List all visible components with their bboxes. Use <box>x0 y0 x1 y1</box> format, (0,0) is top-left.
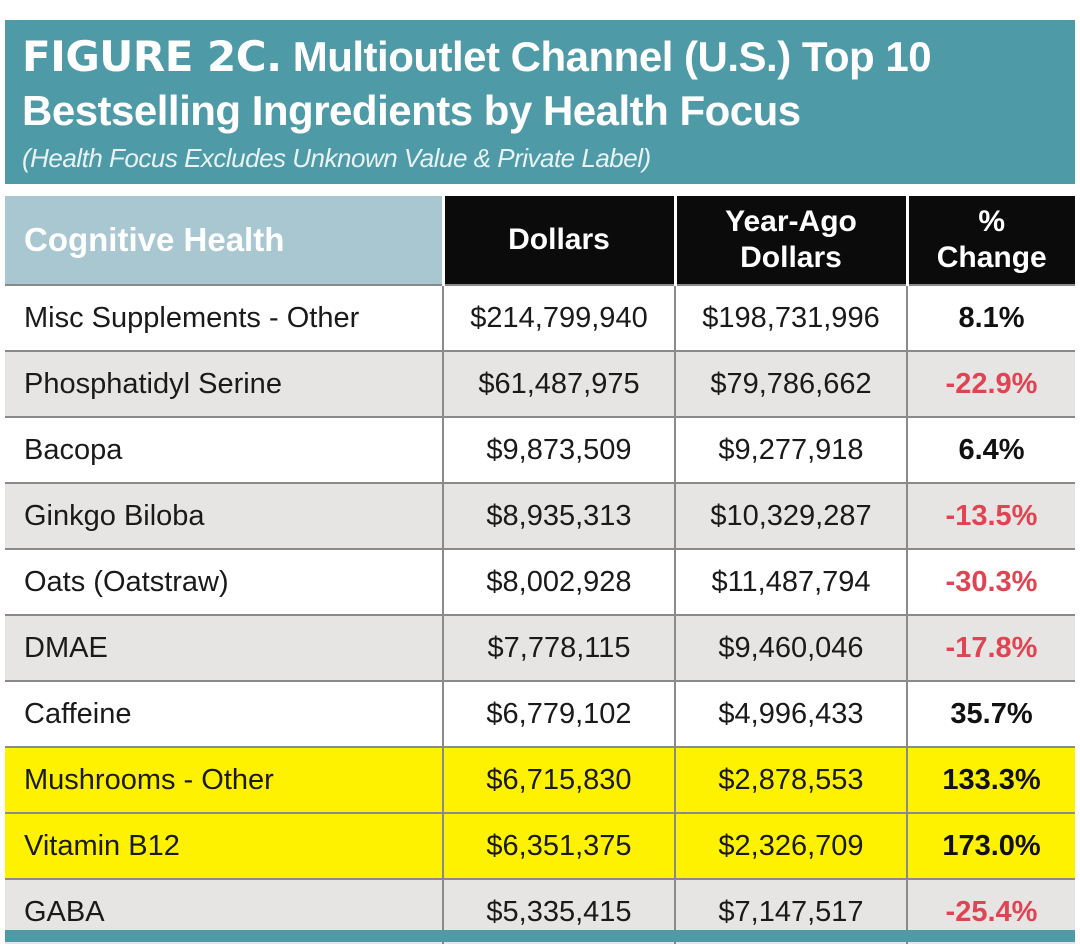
header-year-ago-dollars: Year-Ago Dollars <box>673 196 907 285</box>
table-row: Oats (Oatstraw) $8,002,928 $11,487,794 -30.… <box>5 548 1075 615</box>
figure-subtitle: (Health Focus Excludes Unknown Value & P… <box>22 143 651 173</box>
year-ago-dollars-cell: $79,786,662 <box>674 350 907 417</box>
ingredient-cell: Misc Supplements - Other <box>5 284 443 351</box>
dollars-cell: $6,351,375 <box>442 812 675 879</box>
ingredient-cell: Caffeine <box>5 680 443 747</box>
header-dollars: Dollars <box>441 196 675 285</box>
pct-change-cell: -22.9% <box>906 350 1075 417</box>
ingredient-cell: Vitamin B12 <box>5 812 443 879</box>
table-row: Phosphatidyl Serine $61,487,975 $79,786,66… <box>5 350 1075 417</box>
dollars-cell: $7,778,115 <box>442 614 675 681</box>
table-row: Vitamin B12 $6,351,375 $2,326,709 173.0% <box>5 812 1075 879</box>
table-row: DMAE $7,778,115 $9,460,046 -17.8% <box>5 614 1075 681</box>
ingredient-cell: Phosphatidyl Serine <box>5 350 443 417</box>
ingredient-cell: Oats (Oatstraw) <box>5 548 443 615</box>
pct-change-cell: 8.1% <box>906 284 1075 351</box>
figure-label: FIGURE 2C. <box>22 32 282 81</box>
data-table: Cognitive Health Dollars Year-Ago Dollars… <box>5 196 1075 944</box>
ingredient-cell: Bacopa <box>5 416 443 483</box>
table-body: Misc Supplements - Other $214,799,940 $198… <box>5 284 1075 944</box>
dollars-cell: $8,002,928 <box>442 548 675 615</box>
header-year-ago-dollars-line-2: Dollars <box>740 241 842 274</box>
figure-title-line-2: Bestselling Ingredients by Health Focus <box>22 87 801 134</box>
year-ago-dollars-cell: $9,460,046 <box>674 614 907 681</box>
table-header-row: Cognitive Health Dollars Year-Ago Dollars… <box>5 196 1075 285</box>
pct-change-cell: 173.0% <box>906 812 1075 879</box>
header-year-ago-dollars-line-1: Year-Ago <box>725 205 857 238</box>
table-row: Caffeine $6,779,102 $4,996,433 35.7% <box>5 680 1075 747</box>
bottom-rule <box>5 930 1075 942</box>
figure: FIGURE 2C. Multioutlet Channel (U.S.) To… <box>5 20 1075 944</box>
table-row: Misc Supplements - Other $214,799,940 $198… <box>5 284 1075 351</box>
dollars-cell: $214,799,940 <box>442 284 675 351</box>
year-ago-dollars-cell: $10,329,287 <box>674 482 907 549</box>
year-ago-dollars-cell: $9,277,918 <box>674 416 907 483</box>
ingredient-cell: Ginkgo Biloba <box>5 482 443 549</box>
year-ago-dollars-cell: $11,487,794 <box>674 548 907 615</box>
dollars-cell: $6,779,102 <box>442 680 675 747</box>
dollars-cell: $61,487,975 <box>442 350 675 417</box>
pct-change-cell: -17.8% <box>906 614 1075 681</box>
header-pct-change-line-2: Change <box>936 241 1047 274</box>
title-line-1: FIGURE 2C. Multioutlet Channel (U.S.) To… <box>22 32 932 82</box>
dollars-cell: $6,715,830 <box>442 746 675 813</box>
header-category: Cognitive Health <box>5 196 443 285</box>
ingredient-cell: DMAE <box>5 614 443 681</box>
figure-title-line-1: Multioutlet Channel (U.S.) Top 10 <box>292 33 932 80</box>
pct-change-cell: 6.4% <box>906 416 1075 483</box>
year-ago-dollars-cell: $4,996,433 <box>674 680 907 747</box>
title-banner: FIGURE 2C. Multioutlet Channel (U.S.) To… <box>5 20 1075 184</box>
pct-change-cell: 35.7% <box>906 680 1075 747</box>
ingredient-cell: Mushrooms - Other <box>5 746 443 813</box>
year-ago-dollars-cell: $2,878,553 <box>674 746 907 813</box>
header-pct-change: % Change <box>905 196 1075 285</box>
table-row: Mushrooms - Other $6,715,830 $2,878,553 133… <box>5 746 1075 813</box>
year-ago-dollars-cell: $198,731,996 <box>674 284 907 351</box>
dollars-cell: $8,935,313 <box>442 482 675 549</box>
table-row: Bacopa $9,873,509 $9,277,918 6.4% <box>5 416 1075 483</box>
table-row: Ginkgo Biloba $8,935,313 $10,329,287 -13.5% <box>5 482 1075 549</box>
year-ago-dollars-cell: $2,326,709 <box>674 812 907 879</box>
header-pct-change-line-1: % <box>978 205 1006 238</box>
pct-change-cell: -13.5% <box>906 482 1075 549</box>
dollars-cell: $9,873,509 <box>442 416 675 483</box>
pct-change-cell: 133.3% <box>906 746 1075 813</box>
pct-change-cell: -30.3% <box>906 548 1075 615</box>
